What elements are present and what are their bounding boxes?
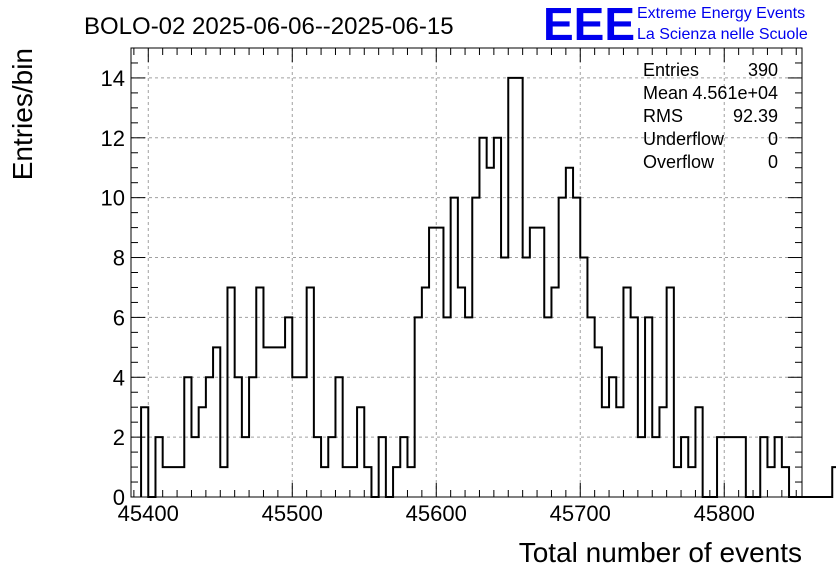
x-tick-label: 45800 xyxy=(694,501,755,526)
stats-entries-value: 390 xyxy=(748,60,778,80)
y-tick-label: 14 xyxy=(101,66,125,91)
y-tick-label: 4 xyxy=(113,365,125,390)
y-tick-label: 6 xyxy=(113,305,125,330)
y-axis-title: Entries/bin xyxy=(7,48,38,180)
y-tick-label: 2 xyxy=(113,425,125,450)
stats-rms-value: 92.39 xyxy=(733,106,778,126)
y-tick-labels: 0 2 4 6 8 10 12 14 xyxy=(101,66,125,510)
stats-underflow-value: 0 xyxy=(768,129,778,149)
stats-underflow-label: Underflow xyxy=(643,129,725,149)
stats-mean-label: Mean xyxy=(643,83,688,103)
x-tick-label: 45700 xyxy=(550,501,611,526)
grid-lines xyxy=(131,48,802,497)
stats-entries-label: Entries xyxy=(643,60,699,80)
x-tick-label: 45500 xyxy=(262,501,323,526)
axis-ticks xyxy=(131,47,802,498)
stats-mean-value: 4.561e+04 xyxy=(692,83,778,103)
chart-title: BOLO-02 2025-06-06--2025-06-15 xyxy=(84,13,454,40)
stats-overflow-value: 0 xyxy=(768,152,778,172)
x-tick-label: 45600 xyxy=(406,501,467,526)
eee-logo-line1: Extreme Energy Events xyxy=(637,5,805,22)
y-tick-label: 12 xyxy=(101,126,125,151)
plot-frame xyxy=(130,47,803,498)
x-tick-labels: 45400 45500 45600 45700 45800 xyxy=(118,501,755,526)
y-tick-label: 10 xyxy=(101,186,125,211)
x-axis-title: Total number of events xyxy=(519,537,802,568)
y-tick-label: 0 xyxy=(113,485,125,510)
stats-overflow-label: Overflow xyxy=(643,152,715,172)
eee-logo: EEE Extreme Energy Events La Scienza nel… xyxy=(543,0,808,50)
histogram-line xyxy=(140,76,836,498)
stats-rms-label: RMS xyxy=(643,106,683,126)
eee-logo-mark: EEE xyxy=(543,0,635,50)
stats-box: Entries 390 Mean 4.561e+04 RMS 92.39 Und… xyxy=(643,60,778,172)
eee-logo-line2: La Scienza nelle Scuole xyxy=(637,26,808,43)
y-tick-label: 8 xyxy=(113,246,125,271)
x-tick-label: 45400 xyxy=(118,501,179,526)
